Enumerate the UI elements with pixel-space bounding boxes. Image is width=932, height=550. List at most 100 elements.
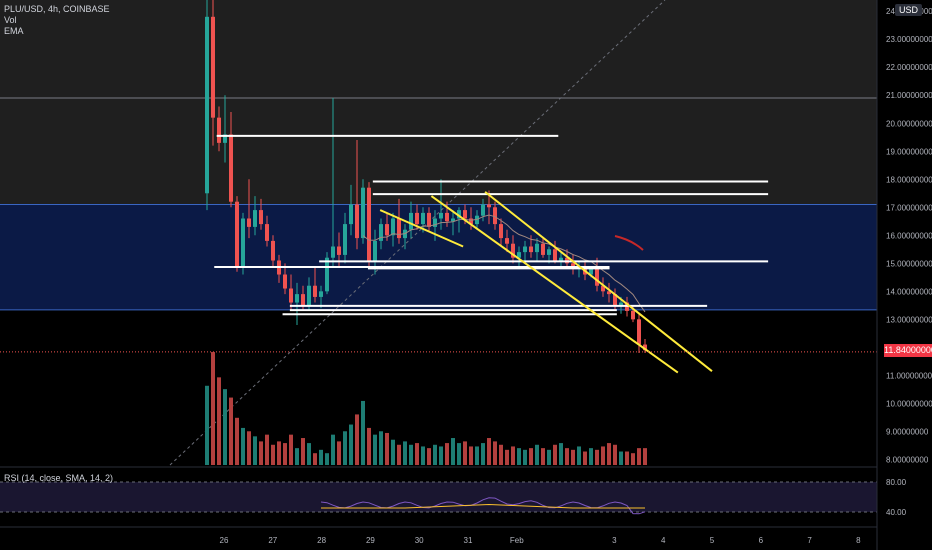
time-axis[interactable]: 26 27 28 29 30 31 Feb 3 4 5 6 7 8 [220,536,862,545]
volume-bar [475,446,479,465]
candle [247,179,251,239]
price-tick-label: 17.00000000 [886,203,932,212]
time-tick-label: 29 [366,536,375,545]
candle [211,0,215,146]
time-tick-label: 6 [759,536,764,545]
volume-bar [541,448,545,465]
trendlines[interactable] [379,191,713,374]
volume-bar [271,444,275,465]
volume-bar [373,434,377,465]
currency-badge[interactable]: USD [894,4,922,16]
rsi-pane [0,466,877,515]
volume-bar [295,448,299,465]
candle-body [289,288,293,303]
volume-bar [493,441,497,465]
volume-bar [559,443,563,465]
candle-body [427,212,431,227]
volume-bar [625,451,629,465]
volume-bar [607,443,611,465]
candle-body [217,117,221,143]
candle [541,238,545,258]
candle-body [301,294,305,306]
rsi-indicator-label[interactable]: RSI (14, close, SMA, 14, 2) [4,473,114,483]
candle-body [517,252,521,258]
candle-body [445,212,449,222]
volume-bar [421,446,425,465]
time-tick-label: 4 [661,536,666,545]
candle-body [241,218,245,267]
candle [283,263,287,295]
price-tick-label: 11.00000000 [886,371,932,380]
candle-body [415,212,419,225]
candle-body [325,257,329,292]
horizontal-levels[interactable] [214,134,769,316]
volume-bar [535,444,539,465]
candle [361,179,365,244]
candle-body [481,204,485,216]
volume-bar [385,432,389,465]
volume-bar [481,443,485,465]
candle-body [463,210,467,219]
candle-body [385,224,389,236]
chart-legend: PLU/USD, 4h, COINBASE Vol EMA [4,4,110,37]
volume-bar [307,443,311,465]
candle-body [595,268,599,286]
candle [271,235,275,267]
price-tick-label: 14.00000000 [886,287,932,296]
candle-body [553,249,557,261]
candle-body [211,16,215,118]
volume-bar [583,451,587,465]
volume-bar [301,438,305,465]
symbol-title[interactable]: PLU/USD, 4h, COINBASE [4,4,110,14]
volume-bar [313,453,317,465]
volume-bar [439,446,443,465]
time-tick-label: 5 [710,536,715,545]
volume-bar [595,449,599,465]
volume-bar [349,424,353,465]
candle [493,201,497,230]
candle-body [421,212,425,225]
volume-bar [223,389,227,465]
candle-body [367,187,371,261]
candle-body [337,246,341,255]
candle [223,95,227,163]
candle-body [637,319,641,345]
candle [553,240,557,264]
volume-bar [361,400,365,465]
time-tick-label: 31 [464,536,473,545]
volume-bar [631,453,635,465]
volume-bar [397,444,401,465]
trendline[interactable] [379,209,464,248]
volume-bar [265,434,269,465]
candle-body [535,243,539,253]
time-tick-label: 28 [317,536,326,545]
candle-body [397,218,401,239]
ema-indicator-label[interactable]: EMA [4,26,24,36]
candle-body [253,210,257,227]
candle [259,198,263,230]
candle-body [469,218,473,225]
price-tick-label: 13.00000000 [886,315,932,324]
candle-body [643,344,647,351]
candle-body [547,249,551,255]
volume-bar [325,453,329,465]
candle [241,212,245,275]
volume-bar [643,448,647,465]
candle [439,179,443,230]
trendline[interactable] [430,195,679,374]
trendline[interactable] [484,191,713,372]
volume-bar [565,448,569,465]
vol-indicator-label[interactable]: Vol [4,15,17,25]
candle [433,210,437,241]
candle-body [499,224,503,239]
volume-bar [319,449,323,465]
volume-bar [247,431,251,465]
curved-arc-annotation[interactable] [614,235,644,251]
candle-body [223,134,227,143]
candle-body [235,201,239,267]
volume-bar [613,444,617,465]
volume-bar [577,446,581,465]
current-price-tag: 11.84000000 [884,344,932,357]
candle [325,252,329,295]
